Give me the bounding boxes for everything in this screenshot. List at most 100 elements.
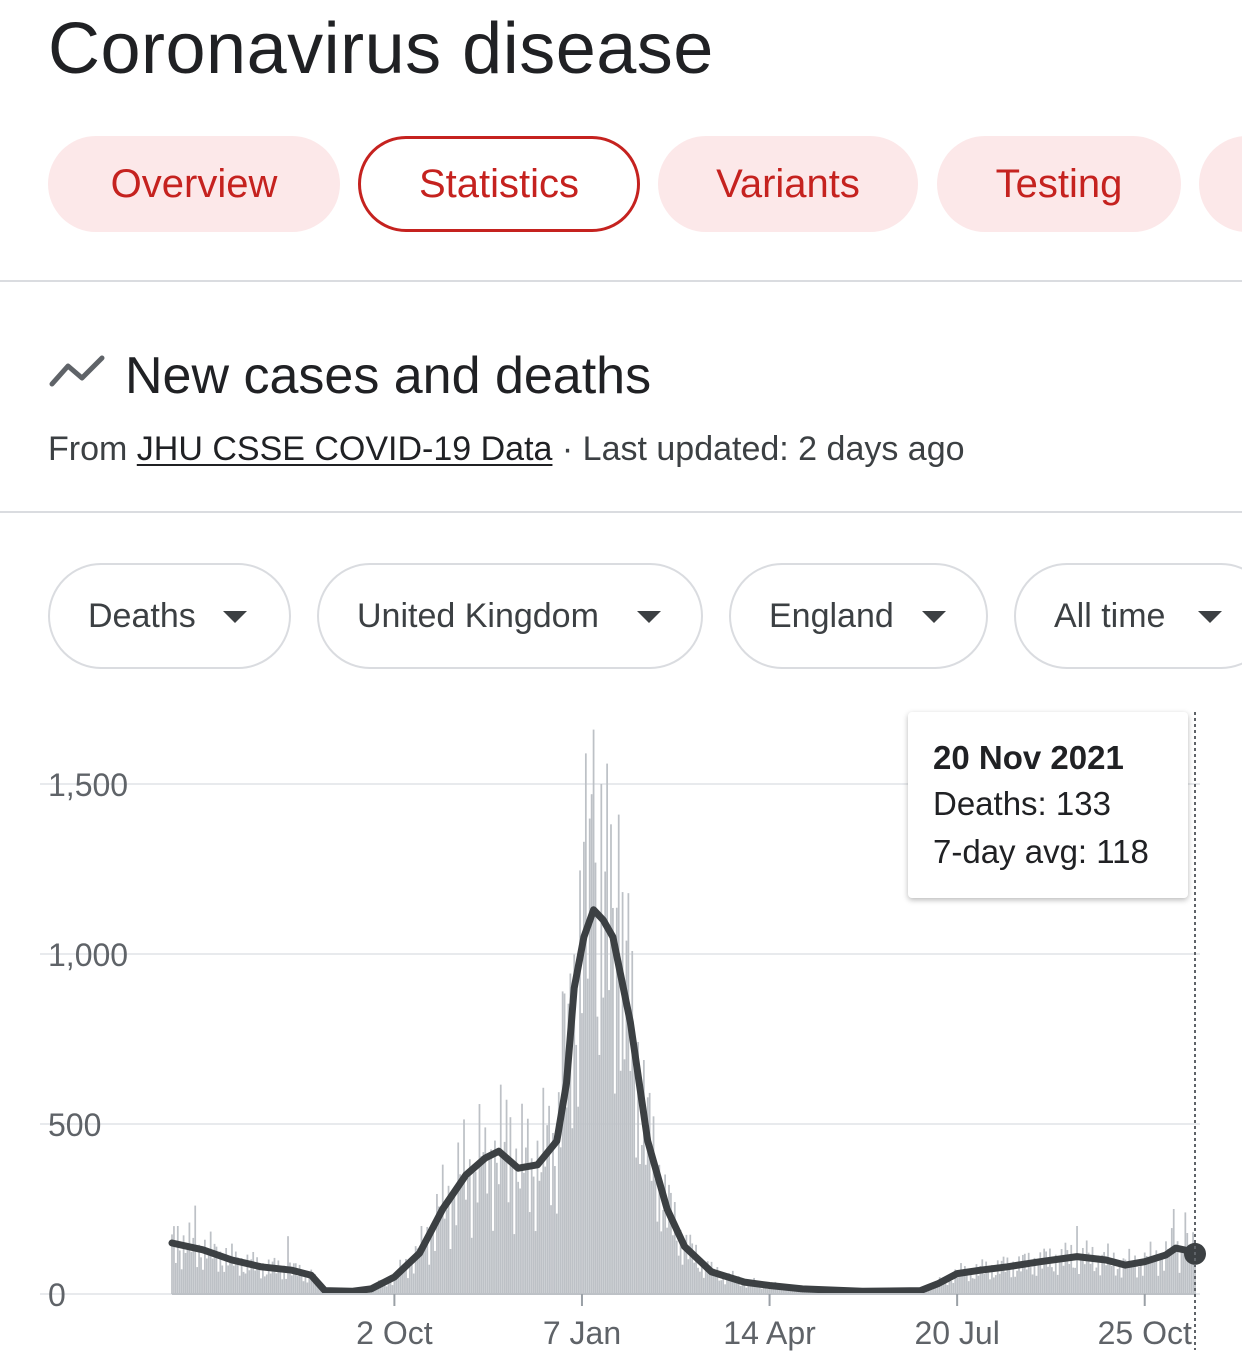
daily-deaths-bar	[1074, 1267, 1076, 1294]
daily-deaths-bar	[701, 1258, 703, 1294]
daily-deaths-bar	[583, 841, 585, 1294]
country-dropdown[interactable]: United Kingdom	[317, 563, 703, 669]
daily-deaths-bar	[395, 1271, 398, 1294]
daily-deaths-bar	[513, 1234, 516, 1294]
daily-deaths-bar	[936, 1283, 939, 1294]
daily-deaths-bar	[1110, 1266, 1113, 1294]
region-dropdown-label: England	[769, 597, 894, 635]
daily-deaths-bar	[739, 1285, 742, 1294]
chevron-down-icon	[223, 611, 247, 623]
metric-dropdown[interactable]: Deaths	[48, 563, 291, 669]
daily-deaths-bar	[650, 1180, 653, 1294]
daily-deaths-bar	[1002, 1256, 1005, 1294]
chevron-down-icon	[1198, 611, 1222, 623]
daily-deaths-bar	[1043, 1248, 1046, 1294]
daily-deaths-bar	[552, 1132, 554, 1294]
source-link[interactable]: JHU CSSE COVID-19 Data	[136, 430, 553, 468]
metric-dropdown-label: Deaths	[88, 597, 196, 635]
daily-deaths-bar	[764, 1284, 767, 1294]
daily-deaths-bar	[476, 1202, 479, 1294]
daily-deaths-bar	[318, 1285, 320, 1294]
tooltip-avg-value: 118	[1096, 833, 1149, 870]
daily-deaths-bar	[1188, 1248, 1191, 1294]
daily-deaths-bar	[240, 1258, 243, 1294]
daily-deaths-bar	[447, 1185, 450, 1294]
daily-deaths-bar	[1056, 1274, 1059, 1294]
daily-deaths-bar	[579, 870, 581, 1294]
daily-deaths-bar	[1101, 1254, 1104, 1294]
daily-deaths-bar	[610, 824, 612, 1294]
daily-deaths-bar	[648, 1092, 651, 1294]
daily-deaths-bar	[248, 1270, 251, 1294]
time-range-dropdown[interactable]: All time	[1014, 563, 1242, 669]
daily-deaths-bar	[407, 1278, 409, 1294]
tab-statistics[interactable]: Statistics	[358, 136, 640, 232]
daily-deaths-bar	[975, 1264, 978, 1294]
daily-deaths-bar	[646, 1097, 649, 1294]
daily-deaths-bar	[590, 794, 593, 1294]
daily-deaths-bar	[615, 907, 618, 1294]
daily-deaths-bar	[722, 1273, 725, 1294]
daily-deaths-bar	[1093, 1271, 1096, 1294]
x-tick-label: 20 Jul	[914, 1315, 999, 1351]
region-dropdown[interactable]: England	[729, 563, 988, 669]
daily-deaths-bar	[565, 1107, 568, 1294]
daily-deaths-bar	[285, 1278, 287, 1294]
daily-deaths-bar	[575, 1044, 578, 1294]
daily-deaths-bar	[991, 1264, 993, 1294]
daily-deaths-bar	[762, 1286, 765, 1294]
daily-deaths-bar	[260, 1278, 262, 1294]
tab-overview[interactable]: Overview	[48, 136, 340, 232]
section-divider	[0, 511, 1242, 513]
daily-deaths-bar	[778, 1287, 781, 1294]
daily-deaths-bar	[1128, 1248, 1131, 1294]
daily-deaths-bar	[236, 1257, 239, 1294]
daily-deaths-bar	[942, 1277, 945, 1294]
daily-deaths-bar	[465, 1199, 467, 1294]
daily-deaths-bar	[385, 1286, 388, 1294]
daily-deaths-bar	[996, 1260, 999, 1294]
tab-next-partial[interactable]	[1199, 136, 1242, 232]
daily-deaths-bar	[1051, 1267, 1053, 1294]
daily-deaths-bar	[457, 1142, 460, 1294]
header-divider	[0, 280, 1242, 282]
daily-deaths-bar	[439, 1215, 442, 1294]
daily-deaths-bar	[470, 1237, 473, 1294]
daily-deaths-bar	[602, 997, 605, 1294]
daily-deaths-bar	[310, 1269, 313, 1294]
daily-deaths-bar	[1000, 1260, 1003, 1294]
daily-deaths-bar	[1153, 1261, 1156, 1294]
daily-deaths-bar	[387, 1282, 390, 1294]
daily-deaths-bar	[664, 1174, 666, 1294]
daily-deaths-bar	[484, 1127, 487, 1294]
daily-deaths-bar	[198, 1244, 200, 1294]
daily-deaths-bar	[1037, 1265, 1040, 1294]
tab-variants[interactable]: Variants	[658, 136, 918, 232]
daily-deaths-bar	[760, 1288, 763, 1294]
deaths-chart[interactable]: 2 Oct 7 Jan 14 Apr 20 Jul 25 Oct 0 500 1,000 1,…	[0, 700, 1242, 1357]
tooltip-avg: 7-day avg: 118	[933, 828, 1188, 876]
daily-deaths-bar	[1168, 1253, 1171, 1294]
daily-deaths-bar	[291, 1275, 293, 1294]
daily-deaths-bar	[600, 784, 603, 1294]
source-line: From JHU CSSE COVID-19 Data · Last updat…	[48, 430, 965, 469]
tab-testing[interactable]: Testing	[937, 136, 1181, 232]
daily-deaths-bar	[463, 1119, 465, 1294]
daily-deaths-bar	[733, 1277, 736, 1294]
daily-deaths-bar	[279, 1270, 282, 1294]
daily-deaths-bar	[231, 1243, 233, 1294]
daily-deaths-bar	[751, 1284, 754, 1294]
daily-deaths-bar	[1072, 1267, 1075, 1294]
daily-deaths-bar	[993, 1277, 995, 1294]
daily-deaths-bar	[712, 1268, 715, 1294]
daily-deaths-bar	[1165, 1241, 1167, 1294]
daily-deaths-bar	[621, 892, 624, 1294]
daily-deaths-bar	[496, 1162, 498, 1294]
daily-deaths-bar	[929, 1288, 931, 1294]
daily-deaths-bar	[175, 1262, 177, 1294]
daily-deaths-bar	[962, 1276, 964, 1294]
time-range-dropdown-label: All time	[1054, 597, 1166, 635]
daily-deaths-bar	[234, 1251, 237, 1294]
daily-deaths-bar	[525, 1147, 527, 1294]
daily-deaths-bar	[1190, 1251, 1192, 1294]
